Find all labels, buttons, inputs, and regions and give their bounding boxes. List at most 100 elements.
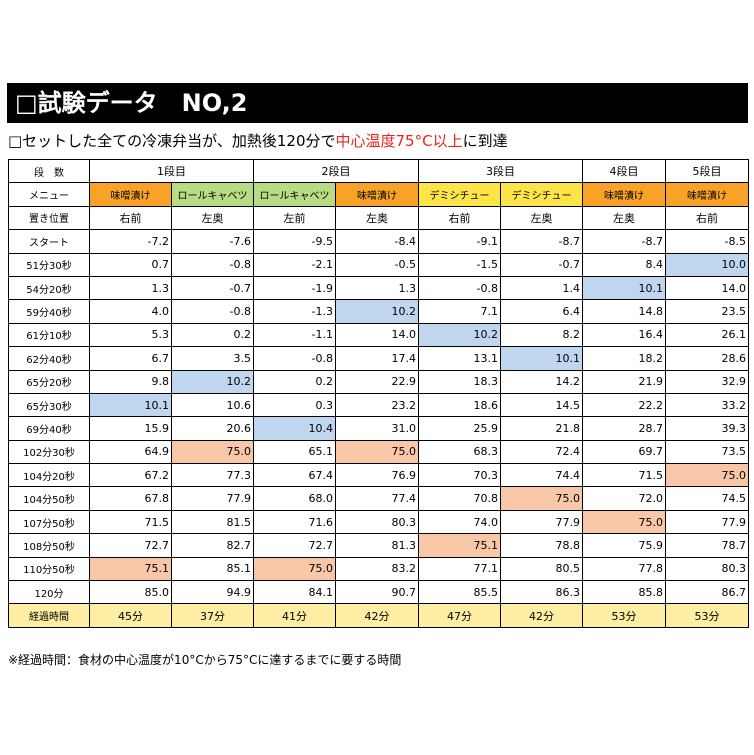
temperature-cell: 72.0 <box>582 486 666 511</box>
time-label: 65分20秒 <box>8 369 90 394</box>
time-label: 69分40秒 <box>8 416 90 441</box>
temperature-cell: -8.5 <box>665 229 749 254</box>
temperature-cell: 72.7 <box>89 533 172 558</box>
temperature-cell: 18.3 <box>418 369 501 394</box>
temperature-cell: 80.3 <box>335 509 419 535</box>
temperature-cell: 75.0 <box>665 463 749 488</box>
temperature-cell: 23.5 <box>665 299 749 324</box>
table-row: 59分40秒 4.0 -0.8 -1.3 10.2 7.1 6.4 14.8 23.5 <box>8 299 749 324</box>
temperature-cell: 73.5 <box>665 439 749 465</box>
temperature-cell: 90.7 <box>335 580 419 605</box>
temperature-cell: 83.2 <box>335 556 419 582</box>
temperature-cell: 10.1 <box>89 392 172 418</box>
time-label: 108分50秒 <box>8 533 90 558</box>
table-row: 54分20秒 1.3 -0.7 -1.9 1.3 -0.8 1.4 10.1 14.0 <box>8 275 749 301</box>
temperature-cell: 14.5 <box>500 392 583 418</box>
elapsed-cell: 37分 <box>171 603 254 628</box>
temperature-cell: 69.7 <box>582 439 666 465</box>
temperature-cell: 17.4 <box>335 346 419 371</box>
temperature-cell: 75.9 <box>582 533 666 558</box>
temperature-cell: -0.8 <box>171 299 254 324</box>
temperature-cell: -2.1 <box>253 252 336 277</box>
temperature-cell: 10.4 <box>253 416 336 441</box>
table-row: 107分50秒 71.5 81.5 71.6 80.3 74.0 77.9 75.0 77.9 <box>8 509 749 535</box>
temperature-cell: 22.2 <box>582 392 666 418</box>
temperature-cell: -8.7 <box>500 229 583 254</box>
temperature-cell: 75.0 <box>335 439 419 465</box>
table-row: 102分30秒 64.9 75.0 65.1 75.0 68.3 72.4 69.7 73.5 <box>8 439 749 465</box>
temperature-cell: 23.2 <box>335 392 419 418</box>
temperature-cell: 81.5 <box>171 509 254 535</box>
temperature-cell: 0.7 <box>89 252 172 277</box>
temperature-cell: 68.3 <box>418 439 501 465</box>
table-row: 104分50秒 67.8 77.9 68.0 77.4 70.8 75.0 72.0 74.5 <box>8 486 749 511</box>
position-cell: 左前 <box>253 205 336 231</box>
time-label: 110分50秒 <box>8 556 90 582</box>
temperature-cell: -0.7 <box>171 275 254 301</box>
elapsed-cell: 45分 <box>89 603 172 628</box>
temperature-cell: 78.7 <box>665 533 749 558</box>
elapsed-cell: 42分 <box>500 603 583 628</box>
temperature-cell: 78.8 <box>500 533 583 558</box>
temperature-cell: 75.1 <box>418 533 501 558</box>
temperature-cell: 75.1 <box>89 556 172 582</box>
temperature-cell: 67.2 <box>89 463 172 488</box>
temperature-cell: 76.9 <box>335 463 419 488</box>
temperature-cell: 85.1 <box>171 556 254 582</box>
temperature-cell: 77.8 <box>582 556 666 582</box>
temperature-cell: -7.6 <box>171 229 254 254</box>
menu-cell: 味噌漬け <box>665 182 749 207</box>
temperature-cell: -7.2 <box>89 229 172 254</box>
temperature-cell: 67.4 <box>253 463 336 488</box>
temperature-cell: 74.5 <box>665 486 749 511</box>
table-row: 62分40秒 6.7 3.5 -0.8 17.4 13.1 10.1 18.2 28.6 <box>8 346 749 371</box>
position-label: 置き位置 <box>8 205 90 231</box>
temperature-cell: 21.9 <box>582 369 666 394</box>
temperature-cell: 70.8 <box>418 486 501 511</box>
temperature-cell: 28.7 <box>582 416 666 441</box>
temperature-cell: 9.8 <box>89 369 172 394</box>
tier-1-header: 1段目 <box>89 158 254 184</box>
tier-5-header: 5段目 <box>665 158 749 184</box>
temperature-cell: 70.3 <box>418 463 501 488</box>
temperature-cell: 21.8 <box>500 416 583 441</box>
temperature-cell: -9.1 <box>418 229 501 254</box>
table-row: 65分30秒 10.1 10.6 0.3 23.2 18.6 14.5 22.2 33.2 <box>8 392 749 418</box>
page-title: □試験データ NO,2 <box>7 83 748 123</box>
temperature-cell: 80.3 <box>665 556 749 582</box>
temperature-cell: 0.2 <box>253 369 336 394</box>
footnote: ※経過時間：食材の中心温度が10°Cから75°Cに達するまでに要する時間 <box>8 653 402 667</box>
tier-row: 段 数 1段目 2段目 3段目 4段目 5段目 <box>8 158 749 184</box>
temperature-cell: -1.3 <box>253 299 336 324</box>
temperature-cell: 80.5 <box>500 556 583 582</box>
time-label: 59分40秒 <box>8 299 90 324</box>
menu-cell: ロールキャベツ <box>171 182 254 207</box>
temperature-cell: 14.8 <box>582 299 666 324</box>
position-cell: 左奥 <box>335 205 419 231</box>
table-row: 120分 85.0 94.9 84.1 90.7 85.5 86.3 85.8 86.7 <box>8 580 749 605</box>
temperature-cell: 64.9 <box>89 439 172 465</box>
temperature-cell: 71.5 <box>89 509 172 535</box>
elapsed-cell: 53分 <box>665 603 749 628</box>
temperature-cell: 71.6 <box>253 509 336 535</box>
temperature-cell: 16.4 <box>582 322 666 348</box>
temperature-cell: 14.0 <box>665 275 749 301</box>
temperature-cell: 77.9 <box>665 509 749 535</box>
temperature-cell: 18.2 <box>582 346 666 371</box>
time-label: 107分50秒 <box>8 509 90 535</box>
menu-cell: デミシチュー <box>418 182 501 207</box>
temperature-cell: 8.2 <box>500 322 583 348</box>
temperature-cell: 4.0 <box>89 299 172 324</box>
menu-cell: 味噌漬け <box>89 182 172 207</box>
temperature-cell: 1.3 <box>335 275 419 301</box>
temperature-cell: 14.0 <box>335 322 419 348</box>
temperature-cell: 25.9 <box>418 416 501 441</box>
tier-3-header: 3段目 <box>418 158 583 184</box>
time-label: 54分20秒 <box>8 275 90 301</box>
temperature-cell: 85.8 <box>582 580 666 605</box>
temperature-cell: 81.3 <box>335 533 419 558</box>
temperature-cell: 74.4 <box>500 463 583 488</box>
menu-cell: ロールキャベツ <box>253 182 336 207</box>
temperature-cell: 1.3 <box>89 275 172 301</box>
temperature-cell: 75.0 <box>582 509 666 535</box>
